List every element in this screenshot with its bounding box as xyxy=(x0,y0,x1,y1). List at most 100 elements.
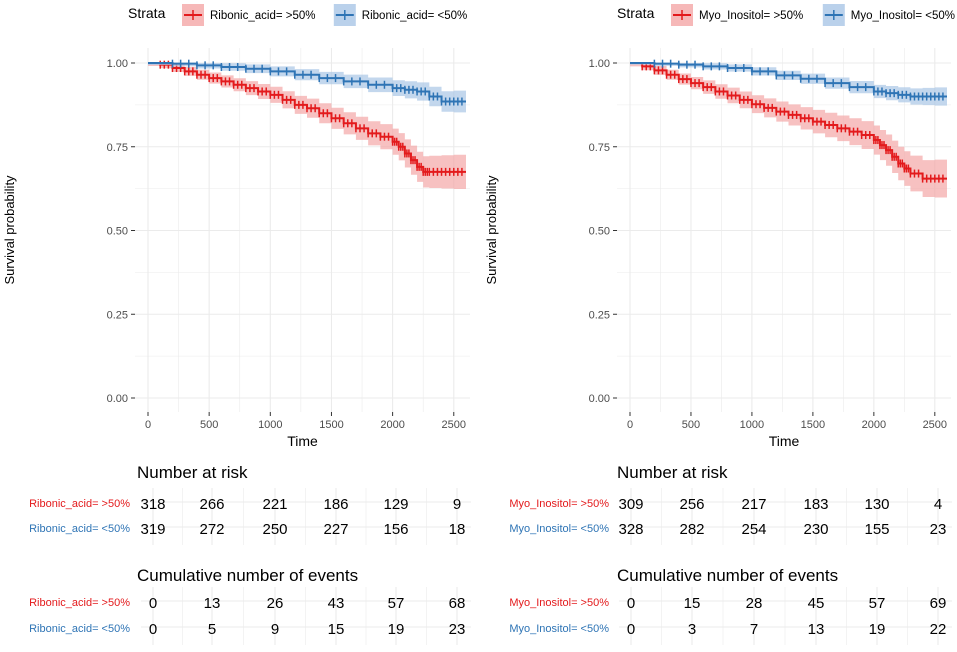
table-cell: 69 xyxy=(930,595,947,612)
confidence-band-low xyxy=(630,63,947,107)
survival-curve-low xyxy=(630,62,947,98)
x-tick-label: 2500 xyxy=(442,419,466,431)
y-tick-label: 0.00 xyxy=(107,393,128,405)
legend-label: Myo_Inositol= <50% xyxy=(851,10,955,22)
y-axis-title: Survival probability xyxy=(484,175,499,285)
x-tick-label: 500 xyxy=(200,419,218,431)
table-title: Cumulative number of events xyxy=(137,566,358,585)
events-table: Cumulative number of events Ribonic_acid=… xyxy=(29,566,471,645)
table-cell: 9 xyxy=(453,496,461,513)
table-title: Number at risk xyxy=(137,463,248,482)
table-cell: 0 xyxy=(149,595,157,612)
table-cell: 282 xyxy=(679,521,704,538)
x-axis-title: Time xyxy=(769,433,800,449)
confidence-band-high xyxy=(148,63,466,190)
legend-title: Strata xyxy=(128,5,166,21)
table-cell: 68 xyxy=(449,595,466,612)
table-cell: 57 xyxy=(869,595,886,612)
y-tick-label: 0.75 xyxy=(589,142,610,154)
table-cell: 319 xyxy=(140,521,165,538)
table-cell: 186 xyxy=(323,496,348,513)
x-tick-label: 1000 xyxy=(258,419,282,431)
y-tick-label: 0.75 xyxy=(107,142,128,154)
table-title: Cumulative number of events xyxy=(617,566,838,585)
x-tick-label: 500 xyxy=(682,419,700,431)
table-title: Number at risk xyxy=(617,463,728,482)
table-cell: 43 xyxy=(328,595,345,612)
table-cell: 4 xyxy=(934,496,942,513)
table-cell: 3 xyxy=(688,621,696,638)
table-cell: 5 xyxy=(208,621,216,638)
y-tick-label: 0.25 xyxy=(589,309,610,321)
y-tick-label: 0.00 xyxy=(589,393,610,405)
table-cell: 22 xyxy=(930,621,947,638)
x-tick-label: 1000 xyxy=(740,419,764,431)
table-cell: 23 xyxy=(449,621,466,638)
table-cell: 266 xyxy=(199,496,224,513)
legend-label: Ribonic_acid= >50% xyxy=(210,10,316,22)
table-row-label: Ribonic_acid= >50% xyxy=(29,498,130,510)
table-cell: 26 xyxy=(267,595,284,612)
table-cell: 0 xyxy=(627,595,635,612)
risk-table: Number at risk Ribonic_acid= >50% 318 266 22… xyxy=(29,463,471,545)
x-tick-label: 2500 xyxy=(923,419,947,431)
legend-label: Ribonic_acid= <50% xyxy=(362,10,468,22)
table-cell: 328 xyxy=(618,521,643,538)
table-row-label: Ribonic_acid= >50% xyxy=(29,597,130,609)
table-cell: 7 xyxy=(750,621,758,638)
table-cell: 309 xyxy=(618,496,643,513)
table-cell: 0 xyxy=(627,621,635,638)
table-cell: 250 xyxy=(262,521,287,538)
table-cell: 230 xyxy=(803,521,828,538)
table-cell: 227 xyxy=(323,521,348,538)
legend: Strata Ribonic_acid= >50% Ribonic_acid= <5… xyxy=(128,4,467,26)
table-cell: 15 xyxy=(684,595,701,612)
table-cell: 156 xyxy=(383,521,408,538)
x-tick-label: 1500 xyxy=(319,419,343,431)
y-tick-label: 0.50 xyxy=(107,226,128,238)
y-tick-label: 1.00 xyxy=(107,58,128,70)
table-cell: 28 xyxy=(746,595,763,612)
table-row-label: Myo_Inositol= >50% xyxy=(509,498,609,510)
table-cell: 13 xyxy=(204,595,221,612)
y-tick-label: 1.00 xyxy=(589,58,610,70)
table-cell: 318 xyxy=(140,496,165,513)
table-cell: 256 xyxy=(679,496,704,513)
table-cell: 130 xyxy=(864,496,889,513)
table-cell: 217 xyxy=(741,496,766,513)
table-cell: 155 xyxy=(864,521,889,538)
table-cell: 254 xyxy=(741,521,766,538)
table-row-label: Ribonic_acid= <50% xyxy=(29,623,130,635)
y-tick-label: 0.25 xyxy=(107,309,128,321)
table-cell: 221 xyxy=(262,496,287,513)
x-tick-label: 0 xyxy=(145,419,151,431)
risk-table: Number at risk Myo_Inositol= >50% 309 256 21… xyxy=(509,463,952,545)
table-cell: 19 xyxy=(388,621,405,638)
table-cell: 57 xyxy=(388,595,405,612)
table-cell: 272 xyxy=(199,521,224,538)
table-cell: 19 xyxy=(869,621,886,638)
events-table: Cumulative number of events Myo_Inositol=… xyxy=(509,566,952,645)
legend: Strata Myo_Inositol= >50% Myo_Inositol= <5… xyxy=(617,4,955,26)
legend-title: Strata xyxy=(617,5,655,21)
panel-2: 0.00 0.25 0.50 0.75 1.00 0 500 1000 1500 2000 2500… xyxy=(484,4,955,645)
table-cell: 0 xyxy=(149,621,157,638)
table-cell: 15 xyxy=(328,621,345,638)
confidence-band-high xyxy=(630,63,947,199)
panel-1: 0.000.250.500.751.000 500 1000 1500 2000 2500… xyxy=(2,4,471,645)
x-tick-label: 1500 xyxy=(801,419,825,431)
table-row-label: Myo_Inositol= <50% xyxy=(509,623,609,635)
legend-label: Myo_Inositol= >50% xyxy=(699,10,803,22)
y-tick-label: 0.50 xyxy=(589,226,610,238)
table-row-label: Myo_Inositol= >50% xyxy=(509,597,609,609)
x-tick-label: 2000 xyxy=(380,419,404,431)
table-cell: 129 xyxy=(383,496,408,513)
table-cell: 9 xyxy=(271,621,279,638)
table-row-label: Ribonic_acid= <50% xyxy=(29,523,130,535)
y-axis-title: Survival probability xyxy=(2,175,17,285)
table-cell: 183 xyxy=(803,496,828,513)
x-axis-title: Time xyxy=(287,433,318,449)
x-tick-label: 2000 xyxy=(862,419,886,431)
